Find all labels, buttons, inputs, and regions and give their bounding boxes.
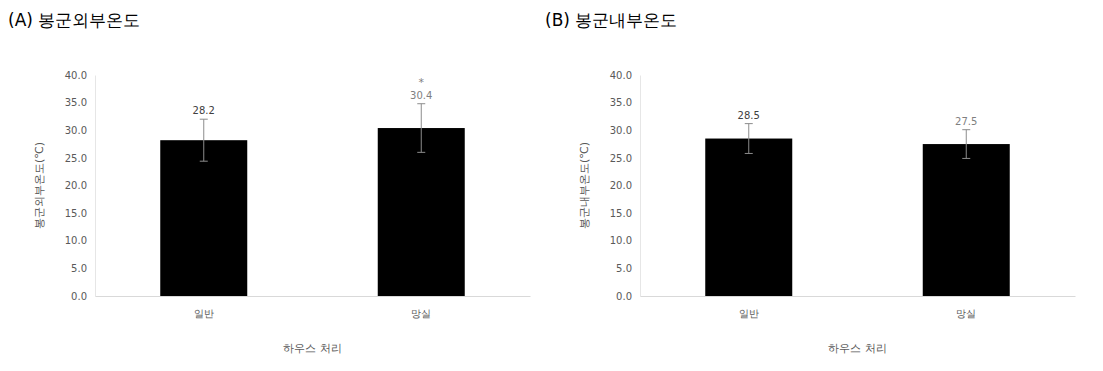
y-tick-label: 35.0 [65,97,87,108]
y-tick: 30.0 [65,125,95,136]
y-tick: 0.0 [71,291,95,302]
error-cap [200,161,208,162]
error-cap [962,129,970,130]
error-cap [745,153,753,154]
y-tick-label: 15.0 [65,208,87,219]
y-tick-label: 0.0 [616,291,632,302]
y-tick-label: 30.0 [610,125,632,136]
x-tick-label: 일반 [739,308,759,319]
y-tick-label: 10.0 [65,235,87,246]
plot-area [160,104,465,296]
error-cap [417,152,425,153]
chart-panel: (B) 봉군내부온도 0.0 5.0 10.0 15.0 20.0 25.0 30.0 35.0… [545,10,1076,355]
error-cap [962,158,970,159]
figure: (A) 봉군외부온도 0.0 5.0 10.0 15.0 20.0 25.0 30.0 35.0… [0,0,1103,371]
y-tick: 40.0 [610,70,640,81]
y-tick-label: 10.0 [610,235,632,246]
x-tick: 망실 [956,296,976,319]
y-tick: 30.0 [610,125,640,136]
y-axis: 0.0 5.0 10.0 15.0 20.0 25.0 30.0 35.0 40.0 [65,70,96,302]
y-tick: 40.0 [65,70,95,81]
error-stem [748,124,749,154]
y-tick: 0.0 [616,291,640,302]
data-label: 28.2 [193,105,215,116]
data-label: 28.5 [738,110,760,121]
data-label: 27.5 [955,116,977,127]
y-tick-label: 25.0 [610,153,632,164]
y-tick-label: 30.0 [65,125,87,136]
x-axis-title: 하우스 처리 [828,342,887,355]
x-tick: 일반 [194,296,214,319]
y-tick: 5.0 [71,263,95,274]
y-tick-label: 40.0 [65,70,87,81]
chart-title: (B) 봉군내부온도 [545,10,677,30]
bar [160,140,247,296]
y-tick: 10.0 [610,235,640,246]
y-tick: 10.0 [65,235,95,246]
error-cap [745,123,753,124]
x-axis-line [96,296,531,297]
x-tick-label: 망실 [411,308,431,319]
error-bar [417,104,425,153]
y-axis: 0.0 5.0 10.0 15.0 20.0 25.0 30.0 35.0 40.0 [610,70,641,302]
y-axis-line [640,76,641,297]
x-tick-label: 망실 [956,308,976,319]
plot-area [705,124,1010,296]
x-axis-line [641,296,1076,297]
x-tick: 망실 [411,296,431,319]
significance-marker: * [419,76,425,89]
x-axis: 일반 망실 [96,296,531,319]
y-tick-label: 25.0 [65,153,87,164]
y-tick: 20.0 [65,180,95,191]
y-tick: 15.0 [610,208,640,219]
bar [923,144,1010,296]
data-label: 30.4 [410,90,432,101]
y-tick: 35.0 [65,97,95,108]
x-axis-title: 하우스 처리 [283,342,342,355]
y-tick-label: 5.0 [71,263,87,274]
y-tick: 15.0 [65,208,95,219]
chart-title: (A) 봉군외부온도 [8,10,140,30]
x-axis: 일반 망실 [641,296,1076,319]
bar [378,128,465,296]
error-stem [421,104,422,153]
chart-panel: (A) 봉군외부온도 0.0 5.0 10.0 15.0 20.0 25.0 30.0 35.0… [8,10,531,355]
error-cap [417,103,425,104]
y-tick: 25.0 [65,153,95,164]
bar [705,139,792,296]
y-tick: 20.0 [610,180,640,191]
error-stem [203,119,204,161]
y-tick-label: 20.0 [610,180,632,191]
error-bar [200,119,208,161]
error-stem [966,130,967,159]
y-tick-label: 15.0 [610,208,632,219]
y-tick-label: 40.0 [610,70,632,81]
error-bar [745,124,753,154]
y-tick-label: 35.0 [610,97,632,108]
y-axis-title: 봉군외부온도(℃) [33,142,46,229]
y-tick-label: 20.0 [65,180,87,191]
y-axis-title: 봉군내부온도(℃) [578,142,591,229]
y-tick: 25.0 [610,153,640,164]
error-bar [962,130,970,159]
y-tick: 5.0 [616,263,640,274]
x-tick: 일반 [739,296,759,319]
y-axis-line [95,76,96,297]
error-cap [200,119,208,120]
y-tick-label: 5.0 [616,263,632,274]
y-tick-label: 0.0 [71,291,87,302]
x-tick-label: 일반 [194,308,214,319]
y-tick: 35.0 [610,97,640,108]
